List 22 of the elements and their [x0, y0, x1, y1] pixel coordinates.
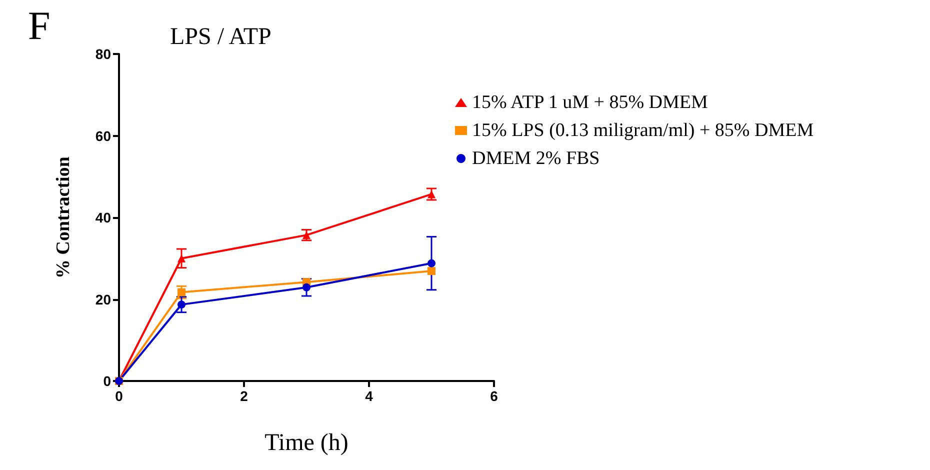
- y-tick-label: 80: [95, 46, 112, 62]
- x-tick-label: 6: [490, 388, 498, 404]
- x-axis-title: Time (h): [264, 430, 348, 456]
- legend-label: 15% LPS (0.13 miligram/ml) + 85% DMEM: [472, 120, 814, 141]
- x-tick-label: 0: [115, 388, 124, 404]
- y-tick-label: 40: [95, 210, 112, 226]
- text: F: [28, 2, 50, 49]
- y-tick-label: 0: [103, 373, 112, 389]
- point: [428, 267, 436, 276]
- point: [178, 300, 186, 309]
- legend-label: DMEM 2% FBS: [472, 148, 600, 169]
- point: [428, 190, 436, 198]
- y-tick-label: 60: [95, 128, 112, 144]
- point: [428, 259, 436, 268]
- y-tick-label: 20: [95, 291, 112, 308]
- point: [178, 288, 186, 296]
- point: [302, 283, 310, 292]
- chart-title: LPS / ATP: [170, 24, 272, 50]
- x-tick-label: 4: [365, 388, 374, 404]
- legend-label: 15% ATP 1 uM + 85% DMEM: [472, 92, 708, 113]
- y-axis-title: % Contraction: [53, 156, 74, 278]
- x-tick-label: 2: [240, 388, 248, 404]
